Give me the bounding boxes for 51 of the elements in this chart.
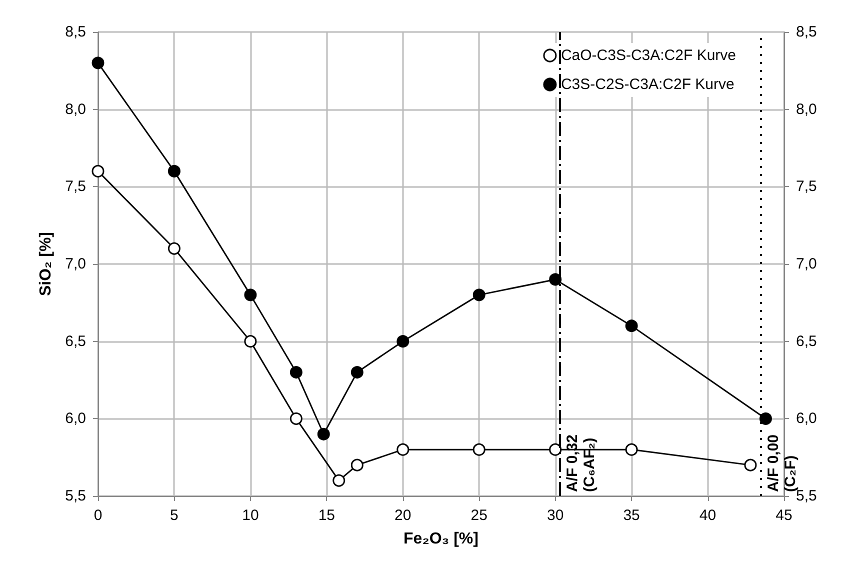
ref-line-label: A/F 0,00 (C₂F) — [765, 434, 800, 492]
y-tick-label: 7,0 — [65, 256, 86, 272]
y-tick-label: 6,5 — [65, 332, 86, 350]
point — [168, 164, 180, 178]
y-tick-label: 8,5 — [65, 24, 86, 40]
x-tick-label: 35 — [623, 507, 640, 524]
y2-tick-label: 8,5 — [796, 24, 817, 40]
point — [744, 458, 757, 472]
point — [549, 273, 562, 286]
y2-tick-label: 6,0 — [796, 410, 817, 428]
point — [92, 164, 104, 178]
point — [625, 443, 638, 456]
point — [396, 335, 410, 348]
point — [244, 335, 257, 348]
point — [244, 288, 257, 302]
y2-tick-label: 6,5 — [796, 332, 817, 350]
x-tick-label: 45 — [776, 507, 792, 524]
point — [350, 458, 364, 472]
x-tick-label: 0 — [94, 507, 102, 524]
point — [396, 443, 410, 456]
x-tick-label: 15 — [318, 507, 336, 524]
point — [472, 288, 486, 302]
legend-label: C3S-C2S-C3A:C2F Kurve — [560, 76, 734, 93]
point — [332, 474, 346, 487]
point — [625, 320, 638, 332]
point — [350, 366, 364, 379]
x-tick-label: 10 — [242, 507, 259, 524]
y-axis-title: SiO₂ [%] — [38, 232, 55, 296]
point — [290, 412, 302, 425]
point — [549, 443, 562, 456]
y-tick-label: 7,5 — [65, 178, 86, 196]
x-tick-label: 30 — [546, 507, 564, 524]
x-tick-label: 40 — [699, 507, 716, 524]
x-axis-title: Fe₂O₃ [%] — [404, 530, 478, 548]
point — [472, 443, 486, 456]
point — [92, 56, 104, 70]
y-tick-label: 8,0 — [65, 100, 86, 118]
y2-tick-label: 7,0 — [796, 256, 817, 272]
point — [168, 242, 180, 255]
y-tick-label: 6,0 — [65, 410, 86, 428]
ref-line-label: A/F 0,32 (C₆AF₂) — [564, 434, 598, 492]
y-tick-label: 5,5 — [65, 488, 86, 504]
point — [317, 428, 330, 440]
point — [759, 412, 772, 425]
x-tick-label: 25 — [470, 507, 488, 524]
x-tick-label: 20 — [394, 507, 412, 524]
point — [290, 366, 302, 379]
legend-label: CaO-C3S-C3A:C2F Kurve — [560, 47, 736, 64]
y2-tick-label: 7,5 — [796, 178, 817, 196]
y2-tick-label: 8,0 — [796, 100, 817, 118]
x-tick-label: 5 — [170, 507, 178, 524]
